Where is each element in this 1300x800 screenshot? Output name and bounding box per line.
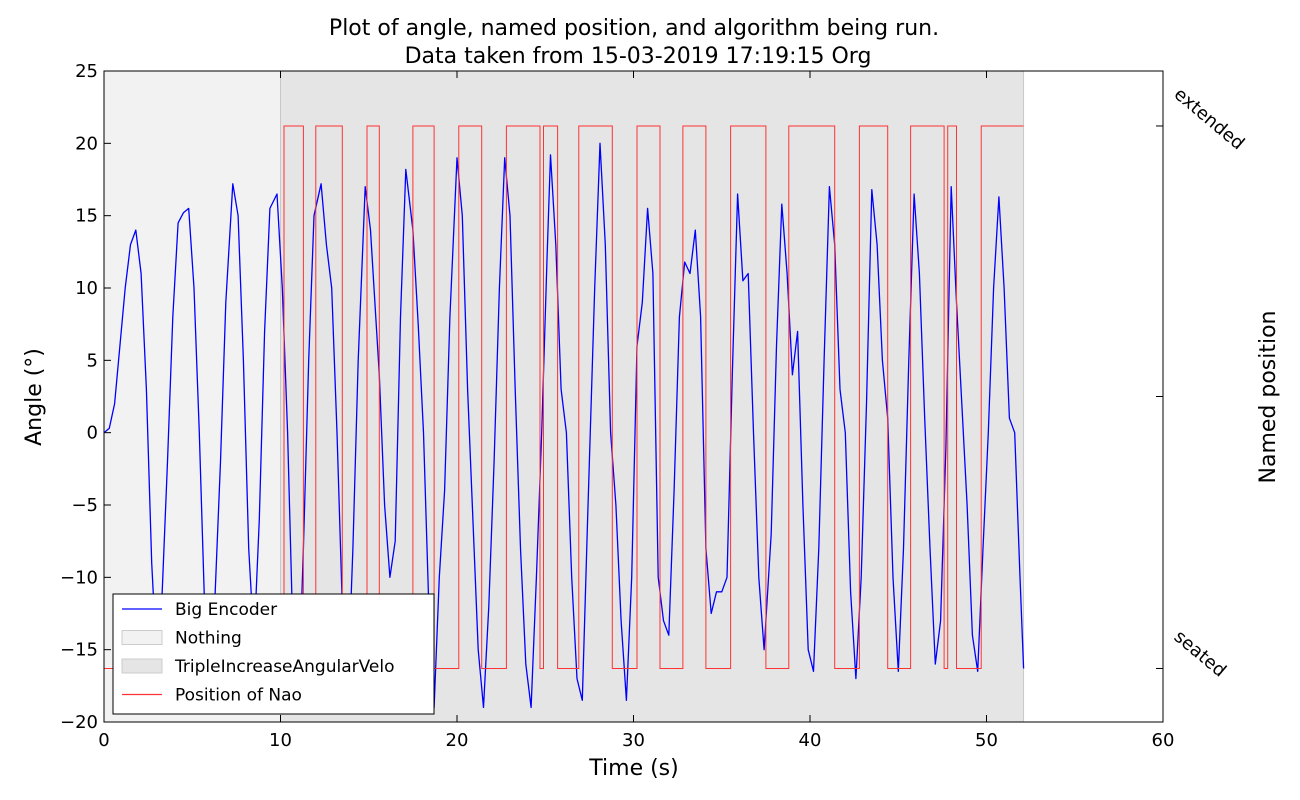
legend-label-2: TripleIncreaseAngularVelo: [174, 657, 395, 677]
y-axis-label: Angle (°): [22, 348, 47, 446]
series-big-encoder: [103, 142, 1025, 709]
y-tick-label: −15: [60, 640, 98, 661]
legend-marker-2: [121, 658, 163, 674]
x-tick-label: 10: [269, 730, 292, 751]
y-tick-label: 0: [87, 423, 98, 444]
y-tick-label: 15: [75, 206, 98, 227]
chart-title-line-1: Plot of angle, named position, and algor…: [329, 16, 939, 41]
series-position-of-nao: [103, 125, 1024, 670]
series-layer: [103, 125, 1025, 709]
x-tick-label: 60: [1152, 730, 1175, 751]
right-tick-label-seated: seated: [1170, 626, 1230, 681]
x-tick-label: 20: [446, 730, 469, 751]
y-tick-label: −20: [60, 712, 98, 733]
legend-marker-1: [121, 630, 163, 645]
legend-box: [112, 593, 435, 715]
right-axis-label: Named position: [1256, 310, 1281, 483]
plot-frame: [103, 70, 1164, 723]
y-tick-label: −10: [60, 567, 98, 588]
y-tick-label: 5: [87, 350, 98, 371]
x-tick-label: 50: [975, 730, 998, 751]
y-tick-label: 20: [75, 133, 98, 154]
y-tick-label: 25: [75, 61, 98, 82]
x-axis-label: Time (s): [588, 756, 678, 781]
chart-title-line-2: Data taken from 15-03-2019 17:19:15 Org: [405, 44, 872, 69]
y-tick-label: −5: [71, 495, 98, 516]
legend-label-0: Big Encoder: [175, 600, 277, 620]
legend-label-3: Position of Nao: [175, 686, 302, 706]
y-tick-label: 10: [75, 278, 98, 299]
legend-label-1: Nothing: [175, 629, 242, 649]
right-tick-label-extended: extended: [1170, 84, 1249, 155]
x-tick-label: 40: [799, 730, 822, 751]
x-tick-label: 30: [622, 730, 645, 751]
legend: Big Encoder Nothing TripleIncreaseAngularV…: [112, 593, 435, 715]
x-tick-label: 0: [98, 730, 109, 751]
